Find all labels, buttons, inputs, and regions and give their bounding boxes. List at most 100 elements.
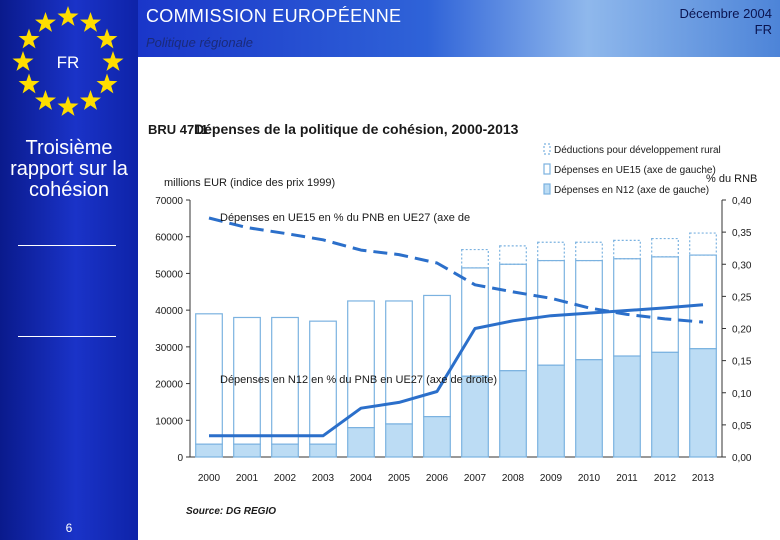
x-tick-label: 2011 [616,473,638,484]
bar-ue15 [613,258,641,357]
flag-star [80,90,101,110]
page-number: 6 [65,521,73,535]
x-tick-label: 2004 [350,473,373,484]
bar-n12 [499,370,527,458]
left-tick-label: 10000 [155,416,183,427]
header-banner: COMMISSION EUROPÉENNE Politique régional… [138,0,780,57]
left-tick-label: 30000 [155,343,183,354]
sidebar: FR Troisième rapport sur la cohésion 6 [0,0,138,540]
legend-swatch-rural [543,143,551,155]
flag-star [102,51,124,71]
flag-star [12,51,34,71]
x-tick-label: 2008 [502,473,525,484]
sidebar-lang: FR [56,53,80,72]
flag-star [80,12,101,32]
right-tick-label: 0,10 [732,389,752,400]
cohesion-spending-chart: BRU 4711 Dépenses de la politique de coh… [148,121,757,517]
legend-label: Déductions pour développement rural [554,145,721,156]
left-tick-label: 0 [177,453,183,464]
bar-ue15 [537,259,565,366]
x-tick-label: 2000 [198,473,221,484]
bar-n12 [651,351,679,458]
line-ue15-pct-gnp [208,216,704,324]
bar-n12 [461,375,489,458]
left-tick-label: 40000 [155,306,183,317]
lines [208,216,704,438]
bar-rural-deduction [613,239,641,260]
left-tick-label: 20000 [155,380,183,391]
line-n12-pct-gnp [209,303,704,438]
right-tick-label: 0,15 [732,357,752,368]
x-tick-label: 2005 [388,473,411,484]
bar-ue15 [651,256,679,353]
flag-star [96,73,118,94]
flag-star [18,28,40,49]
legend-label: Dépenses en UE15 (axe de gauche) [554,165,716,176]
chart-source: Source: DG REGIO [186,506,276,517]
header-lang: FR [754,22,772,37]
bar-ue15 [233,316,261,445]
bar-ue15 [385,300,413,425]
x-tick-label: 2002 [274,473,297,484]
bar-rural-deduction [461,248,489,269]
flag-star [18,73,40,94]
x-tick-label: 2012 [654,473,677,484]
legend-label: Dépenses en N12 (axe de gauche) [554,185,709,196]
bar-n12 [575,359,603,458]
x-tick-label: 2006 [426,473,449,484]
sidebar-divider [18,336,116,337]
flag-star [57,96,79,116]
bar-n12 [613,355,641,458]
bar-rural-deduction [651,237,679,258]
bar-n12 [689,348,717,458]
chart-code: BRU 4711 [148,122,208,137]
right-tick-label: 0,35 [732,228,752,239]
right-tick-label: 0,05 [732,421,752,432]
x-tick-label: 2003 [312,473,335,484]
commission-title: COMMISSION EUROPÉENNE [146,6,402,26]
bar-rural-deduction [499,245,527,265]
right-tick-label: 0,30 [732,260,752,271]
bar-n12 [195,443,223,458]
annotation-n12-line: Dépenses en N12 en % du PNB en UE27 (axe… [220,374,497,386]
left-tick-label: 50000 [155,269,183,280]
bar-ue15 [423,294,451,418]
bar-n12 [385,423,413,458]
bar-n12 [309,443,337,458]
bar-rural-deduction [537,241,565,262]
bar-n12 [233,443,261,458]
right-tick-label: 0,25 [732,292,752,303]
right-axis-label: % du RNB [706,173,757,185]
header-subtitle: Politique régionale [146,35,253,50]
flag-star [35,12,56,32]
x-tick-label: 2010 [578,473,601,484]
header-date: Décembre 2004 [679,6,773,21]
x-tick-label: 2007 [464,473,487,484]
left-axis-label: millions EUR (indice des prix 1999) [164,177,335,189]
legend-swatch-n12 [543,183,551,195]
right-tick-label: 0,20 [732,325,752,336]
x-tick-label: 2001 [236,473,259,484]
eu-flag-icon [12,6,124,116]
report-title: Troisième rapport sur la cohésion [10,137,128,201]
bar-n12 [271,443,299,458]
chart-title: Dépenses de la politique de cohésion, 20… [194,121,519,137]
bar-n12 [423,416,451,458]
right-tick-label: 0,40 [732,196,752,207]
bars [195,232,717,458]
flag-star [96,28,118,49]
bar-rural-deduction [575,241,603,262]
bar-ue15 [195,313,223,445]
sidebar-divider [18,245,116,246]
flag-star [35,90,56,110]
legend: Déductions pour développement rural Dépen… [543,143,721,196]
right-tick-label: 0,00 [732,453,752,464]
bar-ue15 [499,263,527,372]
bar-ue15 [271,316,299,445]
flag-star [57,6,79,26]
x-tick-label: 2013 [692,473,715,484]
left-tick-label: 70000 [155,196,183,207]
legend-swatch-ue15 [543,163,551,175]
bar-rural-deduction [689,232,717,256]
bar-n12 [347,427,375,458]
